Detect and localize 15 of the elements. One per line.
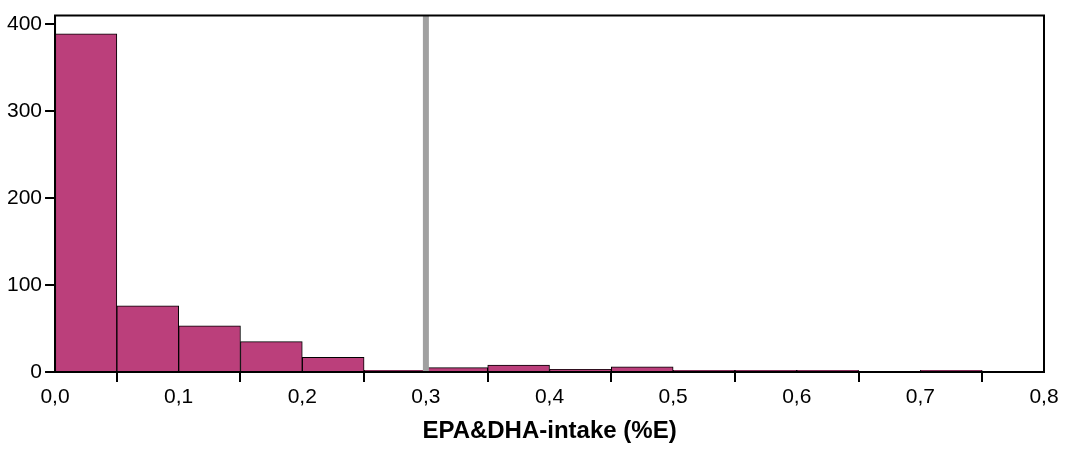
y-tick-label: 100	[6, 271, 43, 295]
x-tick-label: 0,8	[1029, 384, 1059, 408]
y-tick-label: 0	[30, 358, 43, 382]
x-tick-label: 0,7	[905, 384, 935, 408]
x-tick-label: 0,5	[658, 384, 688, 408]
y-tick-label: 300	[6, 98, 43, 122]
x-tick-label: 0,0	[40, 384, 70, 408]
x-tick-label: 0,1	[164, 384, 194, 408]
x-axis-title: EPA&DHA-intake (%E)	[422, 416, 677, 444]
x-tick-label: 0,3	[411, 384, 441, 408]
x-tick-label: 0,6	[782, 384, 812, 408]
y-tick-label: 400	[6, 11, 43, 35]
x-tick-label: 0,2	[287, 384, 317, 408]
x-tick-label: 0,4	[534, 384, 565, 408]
y-tick-label: 200	[6, 184, 43, 208]
